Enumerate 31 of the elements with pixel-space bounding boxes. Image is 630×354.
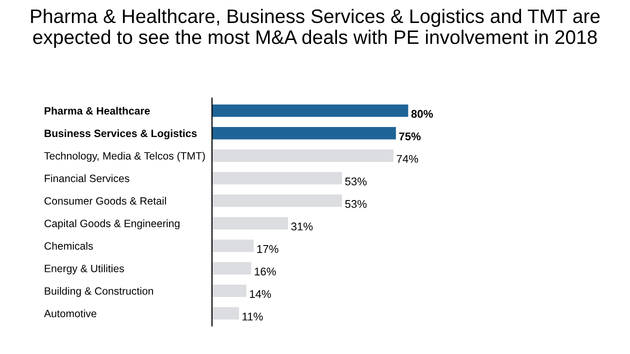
data-label: 17% — [257, 245, 278, 253]
bar — [212, 217, 288, 230]
bar — [212, 262, 252, 274]
bar — [212, 307, 239, 320]
bar — [212, 284, 246, 298]
data-label: 14% — [250, 290, 271, 298]
data-label: 31% — [291, 222, 313, 230]
bar — [212, 172, 342, 184]
bar — [212, 194, 342, 207]
y-tick-label: Capital Goods & Engineering — [44, 219, 180, 230]
bar — [212, 104, 408, 117]
y-tick-label: Consumer Goods & Retail — [44, 196, 166, 205]
bar — [212, 150, 394, 162]
data-label: 75% — [399, 132, 421, 140]
y-tick-label: Automotive — [44, 310, 96, 318]
y-tick-label: Technology, Media & Telcos (TMT) — [44, 152, 205, 162]
y-tick-label: Business Services & Logistics — [44, 129, 197, 140]
y-tick-label: Chemicals — [44, 242, 93, 250]
data-label: 11% — [242, 312, 263, 320]
bar — [212, 126, 396, 140]
y-tick-label: Energy & Utilities — [44, 264, 124, 274]
data-label: 74% — [396, 155, 418, 163]
y-tick-label: Building & Construction — [44, 287, 154, 297]
data-label: 53% — [345, 177, 367, 186]
data-label: 53% — [345, 200, 367, 208]
chart-title: Pharma & Healthcare, Business Services & Logistics and TMT are expected to see the most M&A deals with PE involvement in 2018 — [31, 8, 600, 48]
y-tick-label: Pharma & Healthcare — [44, 106, 150, 115]
data-label: 80% — [411, 110, 433, 118]
data-label: 16% — [254, 268, 276, 276]
bar — [212, 240, 254, 252]
y-tick-label: Financial Services — [44, 174, 130, 182]
